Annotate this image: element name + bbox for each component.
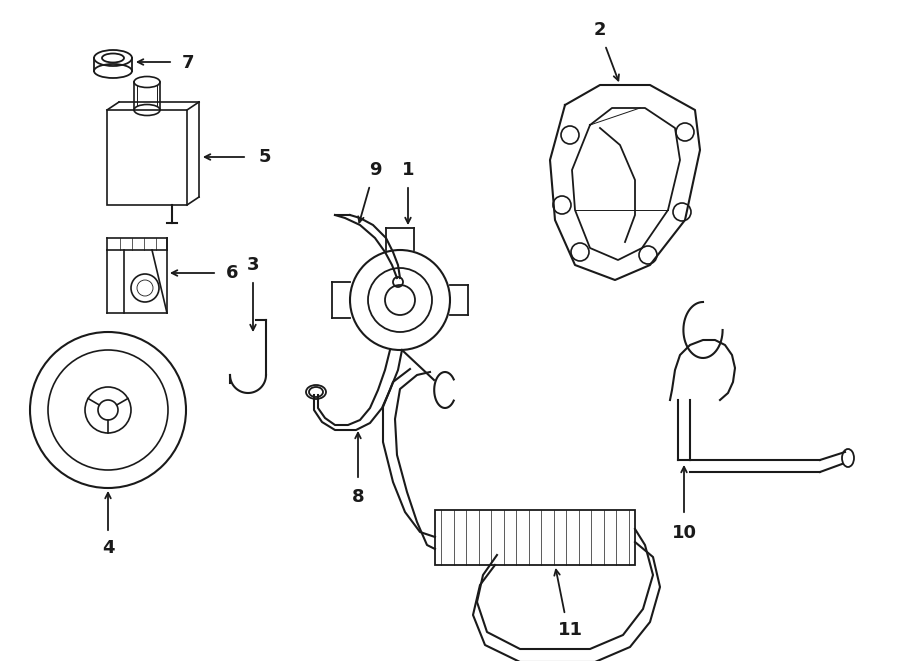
Text: 1: 1: [401, 161, 414, 179]
Text: 9: 9: [369, 161, 382, 179]
Text: 7: 7: [182, 54, 194, 72]
Text: 2: 2: [594, 21, 607, 39]
Bar: [107, 110, 187, 205]
Bar: [435, 510, 635, 565]
Text: 5: 5: [259, 148, 271, 166]
Text: 11: 11: [557, 621, 582, 639]
Text: 6: 6: [226, 264, 239, 282]
Text: 4: 4: [102, 539, 114, 557]
Text: 8: 8: [352, 488, 365, 506]
Text: 3: 3: [247, 256, 259, 274]
Text: 10: 10: [671, 524, 697, 542]
